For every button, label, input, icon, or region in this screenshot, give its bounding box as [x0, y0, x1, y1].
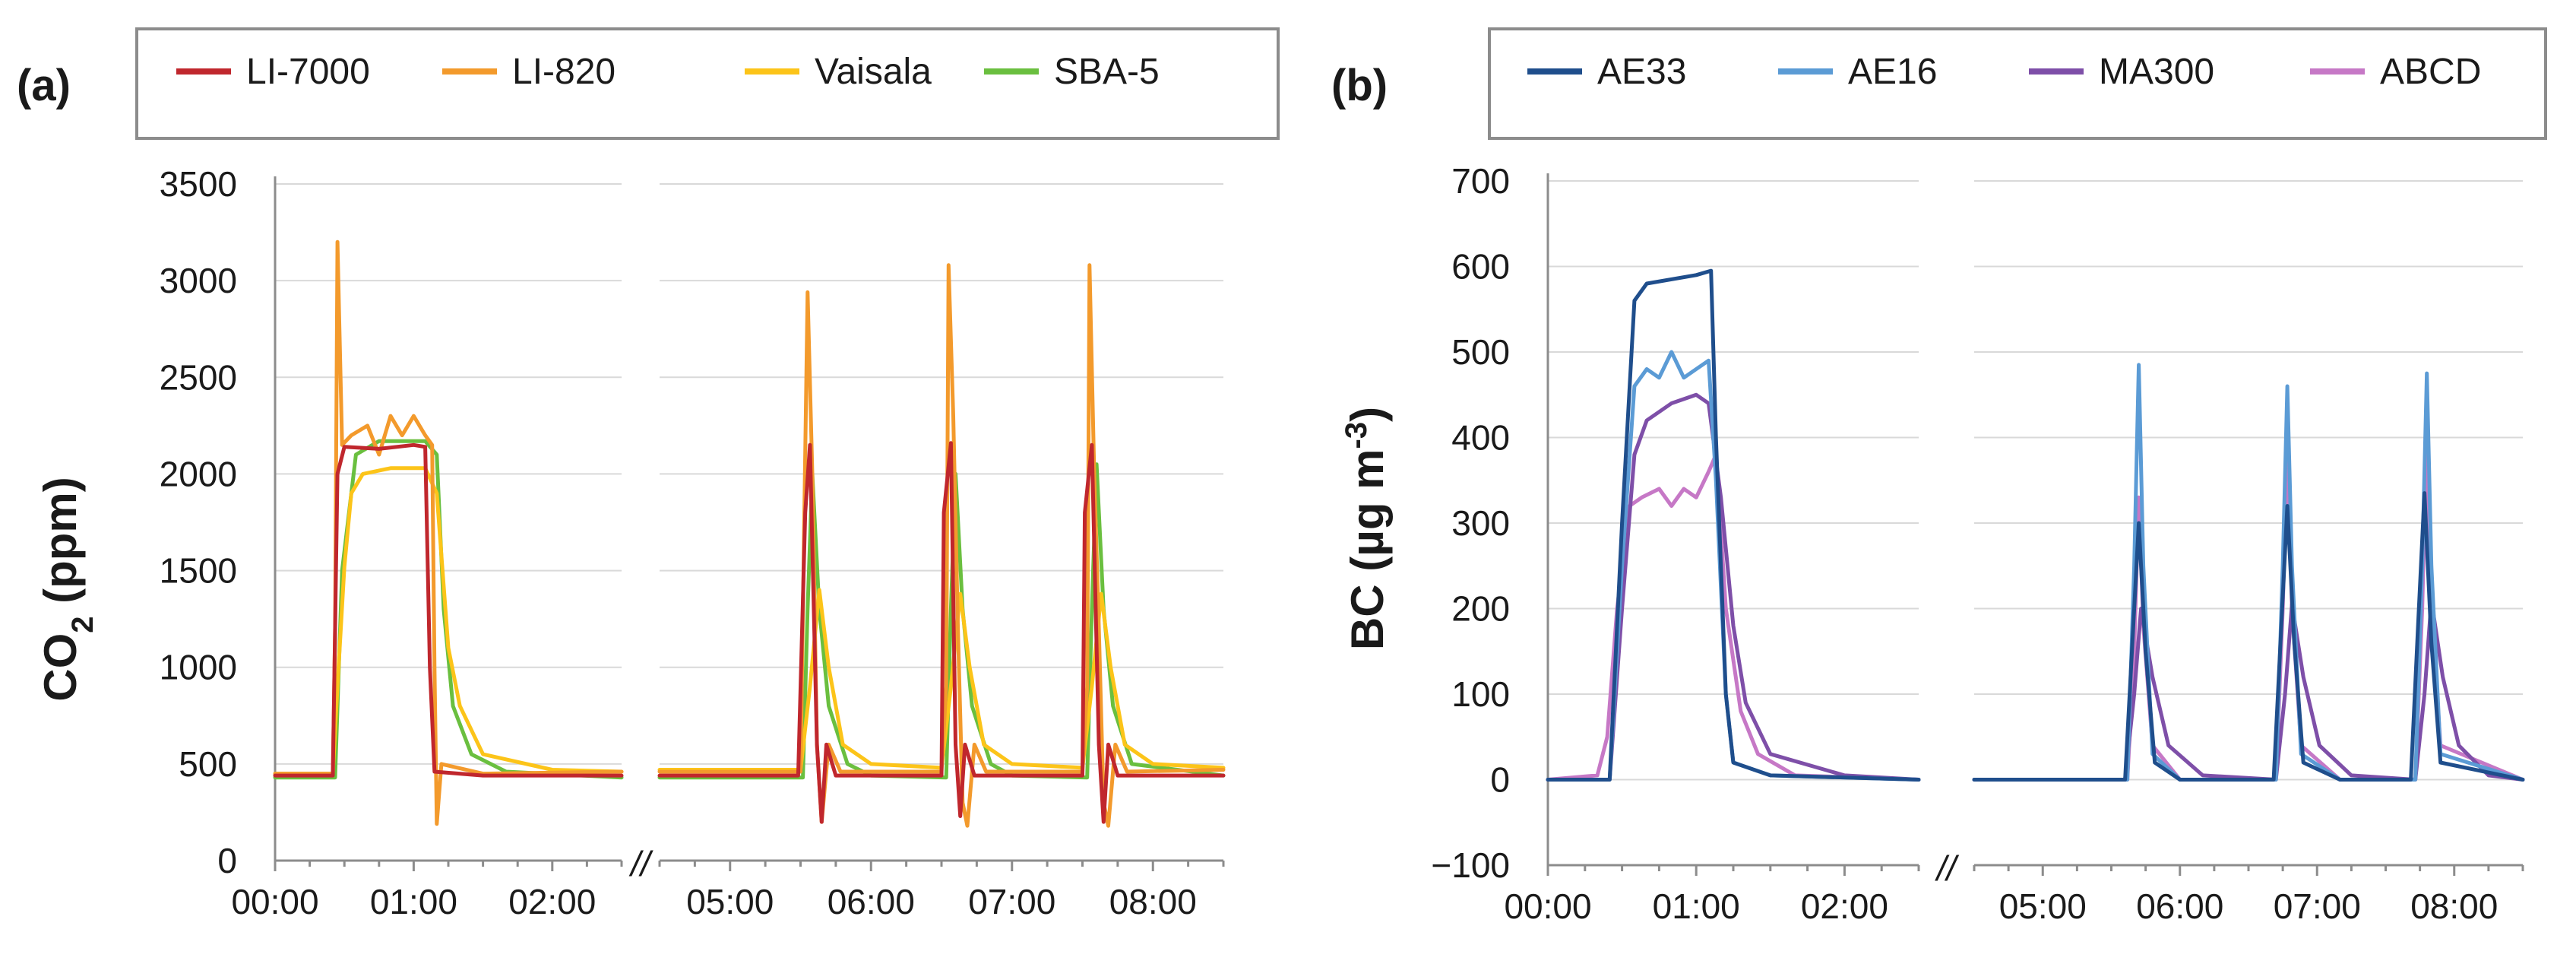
legend-label: MA300 [2099, 52, 2214, 92]
series-line-vaisala [657, 588, 1226, 772]
x-tick-label: 02:00 [1801, 886, 1888, 926]
legend-label: Vaisala [815, 52, 932, 92]
series-line-sba-5 [273, 439, 624, 780]
panel-a: (a) LI-7000 LI-820 Vaisala SBA-5 CO2 (ppm) … [17, 27, 1280, 921]
series-line-li-7000 [273, 442, 624, 778]
x-tick-label: 01:00 [370, 882, 457, 921]
panel-b-legend-entries: AE33 AE16 MA300 ABCD [1527, 52, 2481, 92]
x-tick-label: 08:00 [1109, 882, 1197, 921]
panel-b-y-axis-label: BC (µg m-3) [1340, 407, 1393, 650]
panel-b-legend [1488, 27, 2547, 140]
series-line-ma300 [1546, 392, 1921, 782]
x-tick-label: 05:00 [686, 882, 774, 921]
x-tick-label: 01:00 [1653, 886, 1740, 926]
series-line-ae33 [1972, 491, 2525, 782]
y-tick-label: 1500 [160, 551, 237, 591]
x-tick-label: 06:00 [828, 882, 915, 921]
panel-a-y-axis-label: CO2 (ppm) [35, 477, 100, 702]
axis-break-marker: // [628, 844, 653, 883]
y-tick-label: 2500 [160, 357, 237, 397]
y-tick-label: 300 [1451, 503, 1510, 543]
legend-label: AE33 [1597, 52, 1686, 92]
y-tick-label: 3500 [160, 164, 237, 204]
series-line-li-820 [273, 239, 624, 826]
series-line-vaisala [273, 466, 624, 776]
legend-label: SBA-5 [1054, 52, 1160, 92]
series-line-ae16 [1546, 350, 1921, 782]
y-tick-label: 700 [1451, 161, 1510, 201]
legend-label: LI-7000 [246, 52, 370, 92]
x-tick-label: 08:00 [2410, 886, 2498, 926]
y-tick-label: 200 [1451, 589, 1510, 629]
series-line-li-7000 [657, 441, 1226, 824]
axis-break-marker: // [1935, 848, 1960, 888]
legend-label: AE16 [1848, 52, 1937, 92]
x-tick-label: 00:00 [1504, 886, 1591, 926]
y-tick-label: 500 [179, 744, 237, 784]
y-tick-label: 0 [1490, 760, 1510, 800]
x-tick-label: 02:00 [508, 882, 596, 921]
series-line-sba-5 [657, 462, 1226, 780]
legend-label: ABCD [2380, 52, 2481, 92]
x-tick-label: 07:00 [2274, 886, 2361, 926]
series-line-ae33 [1546, 268, 1921, 782]
panel-a-plot: 3500 3000 2500 2000 1500 1000 500 000:00 01:00 02… [160, 164, 1226, 921]
y-tick-label: 400 [1451, 418, 1510, 458]
series-line-abcd [1546, 452, 1921, 782]
y-tick-label: −100 [1431, 845, 1510, 885]
x-tick-label: 07:00 [968, 882, 1055, 921]
y-tick-label: 1000 [160, 648, 237, 687]
y-tick-label: 0 [217, 841, 237, 880]
y-tick-label: 3000 [160, 261, 237, 300]
y-tick-label: 600 [1451, 247, 1510, 287]
x-tick-label: 06:00 [2136, 886, 2223, 926]
x-tick-label: 05:00 [1999, 886, 2087, 926]
panel-a-legend-entries: LI-7000 LI-820 Vaisala SBA-5 [176, 52, 1160, 92]
legend-label: LI-820 [512, 52, 616, 92]
panel-b: (b) AE33 AE16 MA300 ABCD BC (µg m-3) 700 600… [1331, 27, 2547, 926]
y-tick-label: 100 [1451, 674, 1510, 714]
y-tick-label: 2000 [160, 454, 237, 493]
series-line-ae16 [1972, 363, 2525, 782]
panel-a-legend [135, 27, 1280, 140]
x-tick-label: 00:00 [231, 882, 318, 921]
y-tick-label: 500 [1451, 332, 1510, 372]
panel-a-label: (a) [17, 61, 71, 110]
panel-b-label: (b) [1331, 61, 1388, 110]
